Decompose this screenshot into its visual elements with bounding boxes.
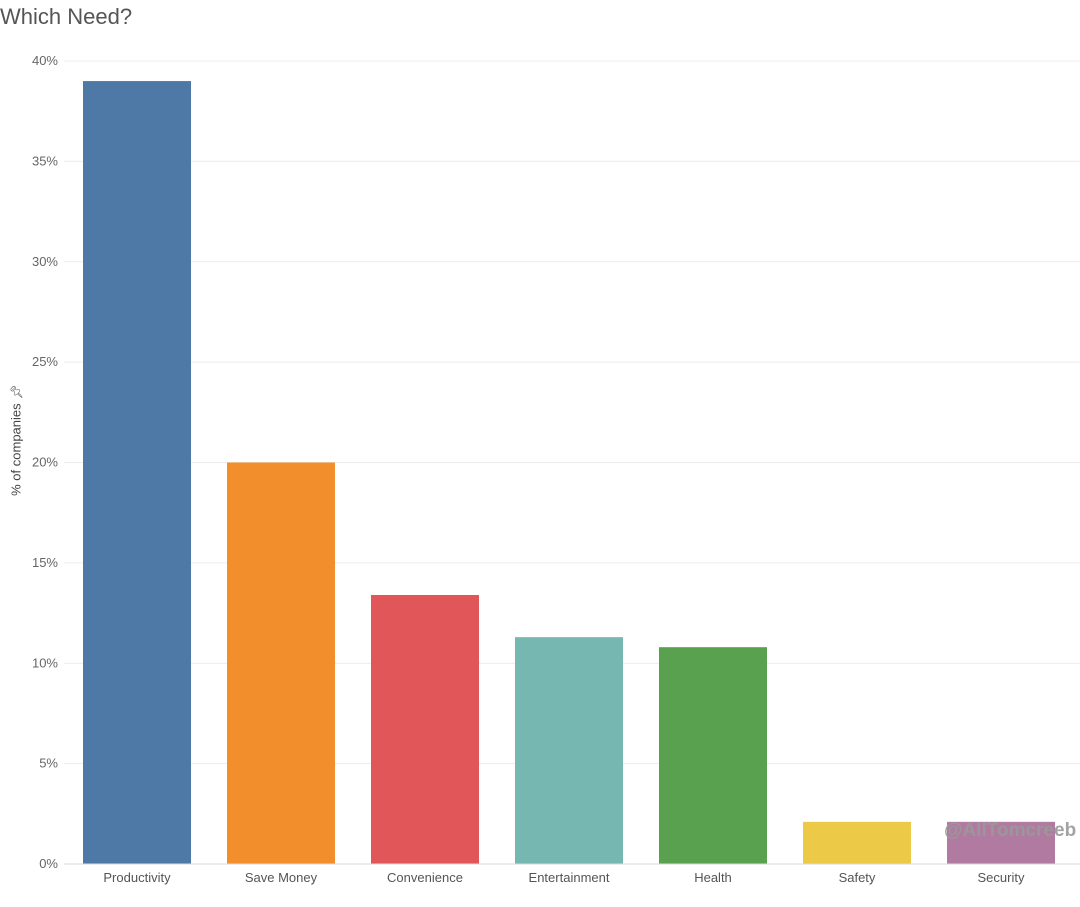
bar-save-money[interactable] bbox=[227, 462, 335, 865]
x-tick-label: Health bbox=[694, 870, 732, 885]
chart-title: Which Need? bbox=[0, 4, 133, 29]
y-tick-label: 5% bbox=[39, 756, 58, 771]
x-tick-label: Convenience bbox=[387, 870, 463, 885]
y-tick-label: 25% bbox=[32, 354, 58, 369]
watermark: @AllTomcreeb bbox=[944, 820, 1076, 841]
bar-convenience[interactable] bbox=[371, 594, 479, 864]
x-tick-label: Entertainment bbox=[529, 870, 610, 885]
bar-security[interactable] bbox=[947, 821, 1055, 864]
bar-health[interactable] bbox=[659, 647, 767, 864]
y-axis-ticks: 0% 5% 10% 15% 20% 25% 30% 35% 40% bbox=[32, 53, 58, 871]
x-axis-labels: Productivity Save Money Convenience Enterta… bbox=[103, 870, 1025, 885]
x-tick-label: Save Money bbox=[245, 870, 318, 885]
y-tick-label: 0% bbox=[39, 856, 58, 871]
x-tick-label: Productivity bbox=[103, 870, 171, 885]
bar-safety[interactable] bbox=[803, 821, 911, 864]
bar-entertainment[interactable] bbox=[515, 637, 623, 864]
y-tick-label: 30% bbox=[32, 254, 58, 269]
y-tick-label: 10% bbox=[32, 655, 58, 670]
y-tick-label: 35% bbox=[32, 153, 58, 168]
x-tick-label: Security bbox=[978, 870, 1025, 885]
y-tick-label: 15% bbox=[32, 555, 58, 570]
y-tick-label: 20% bbox=[32, 455, 58, 470]
bar-productivity[interactable] bbox=[83, 81, 191, 864]
y-tick-label: 40% bbox=[32, 53, 58, 68]
bars bbox=[83, 81, 1055, 864]
x-tick-label: Safety bbox=[839, 870, 876, 885]
